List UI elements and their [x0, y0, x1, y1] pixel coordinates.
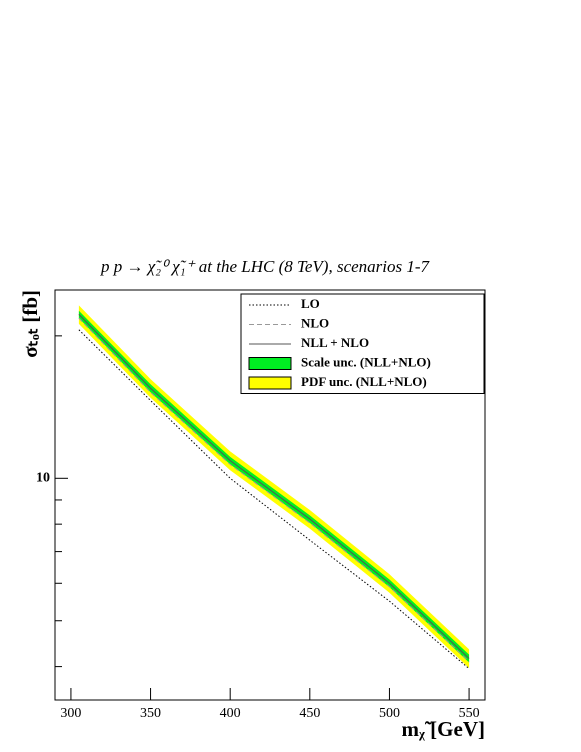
series-line [78, 317, 470, 662]
chart-title: p p → χ̃₂⁰ χ̃₁⁺ at the LHC (8 TeV), scen… [100, 257, 431, 276]
legend-label: PDF unc. (NLL+NLO) [301, 374, 427, 389]
series-line [78, 329, 470, 670]
y-axis-label: σₜₒₜ [fb] [18, 290, 42, 358]
legend-swatch [248, 357, 292, 370]
legend-label: LO [301, 296, 320, 311]
uncertainty-band [78, 305, 470, 669]
plot-frame [54, 289, 486, 701]
x-tick-label: 450 [299, 706, 320, 721]
x-tick-label: 300 [60, 706, 81, 721]
x-tick-label: 550 [459, 706, 480, 721]
x-axis-label: mᵪ̃ [GeV] [401, 717, 485, 741]
x-tick-label: 400 [220, 706, 241, 721]
legend-label: NLO [301, 315, 329, 330]
legend-swatch [248, 376, 292, 390]
x-tick-label: 350 [140, 706, 161, 721]
x-tick-label: 500 [379, 706, 400, 721]
series-line [78, 314, 470, 659]
legend-label: Scale unc. (NLL+NLO) [301, 354, 431, 369]
legend-label: NLL + NLO [301, 335, 369, 350]
y-tick-label: 10 [36, 471, 50, 486]
